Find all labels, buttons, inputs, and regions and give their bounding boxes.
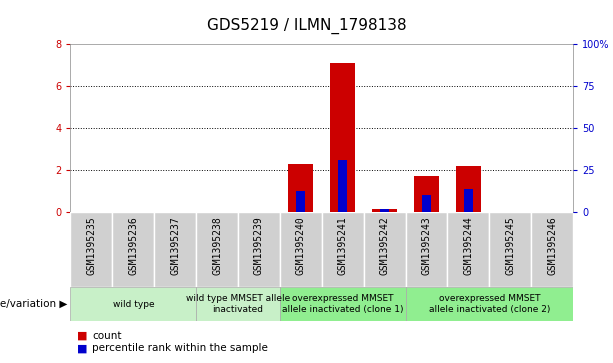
- Bar: [280, 212, 322, 287]
- Bar: [456, 166, 481, 212]
- Bar: [414, 176, 439, 212]
- Bar: [297, 191, 305, 212]
- Text: GSM1395246: GSM1395246: [547, 216, 557, 275]
- Bar: [447, 212, 489, 287]
- Bar: [238, 212, 280, 287]
- Text: GDS5219 / ILMN_1798138: GDS5219 / ILMN_1798138: [207, 18, 406, 34]
- Text: GSM1395235: GSM1395235: [86, 216, 96, 275]
- Text: wild type MMSET allele
inactivated: wild type MMSET allele inactivated: [186, 294, 290, 314]
- Bar: [364, 212, 406, 287]
- Bar: [70, 212, 112, 287]
- Text: ■: ■: [77, 343, 87, 354]
- Bar: [464, 189, 473, 212]
- Text: GSM1395236: GSM1395236: [128, 216, 139, 275]
- Text: count: count: [92, 331, 121, 341]
- Text: percentile rank within the sample: percentile rank within the sample: [92, 343, 268, 354]
- Bar: [422, 195, 431, 212]
- Bar: [372, 209, 397, 212]
- Text: wild type: wild type: [113, 299, 154, 309]
- Text: ■: ■: [77, 331, 87, 341]
- Bar: [196, 287, 280, 321]
- Text: overexpressed MMSET
allele inactivated (clone 2): overexpressed MMSET allele inactivated (…: [428, 294, 550, 314]
- Bar: [406, 287, 573, 321]
- Text: GSM1395237: GSM1395237: [170, 216, 180, 275]
- Text: GSM1395238: GSM1395238: [212, 216, 222, 275]
- Bar: [338, 160, 347, 212]
- Text: GSM1395242: GSM1395242: [379, 216, 390, 275]
- Bar: [154, 212, 196, 287]
- Bar: [489, 212, 531, 287]
- Text: GSM1395245: GSM1395245: [505, 216, 516, 275]
- Bar: [280, 287, 406, 321]
- Bar: [322, 212, 364, 287]
- Bar: [406, 212, 447, 287]
- Text: GSM1395243: GSM1395243: [422, 216, 432, 275]
- Text: GSM1395244: GSM1395244: [463, 216, 473, 275]
- Bar: [288, 164, 313, 212]
- Text: genotype/variation ▶: genotype/variation ▶: [0, 299, 67, 309]
- Bar: [380, 209, 389, 212]
- Bar: [70, 287, 196, 321]
- Text: overexpressed MMSET
allele inactivated (clone 1): overexpressed MMSET allele inactivated (…: [282, 294, 403, 314]
- Text: GSM1395239: GSM1395239: [254, 216, 264, 275]
- Bar: [531, 212, 573, 287]
- Text: GSM1395241: GSM1395241: [338, 216, 348, 275]
- Bar: [330, 62, 356, 212]
- Bar: [196, 212, 238, 287]
- Bar: [112, 212, 154, 287]
- Text: GSM1395240: GSM1395240: [296, 216, 306, 275]
